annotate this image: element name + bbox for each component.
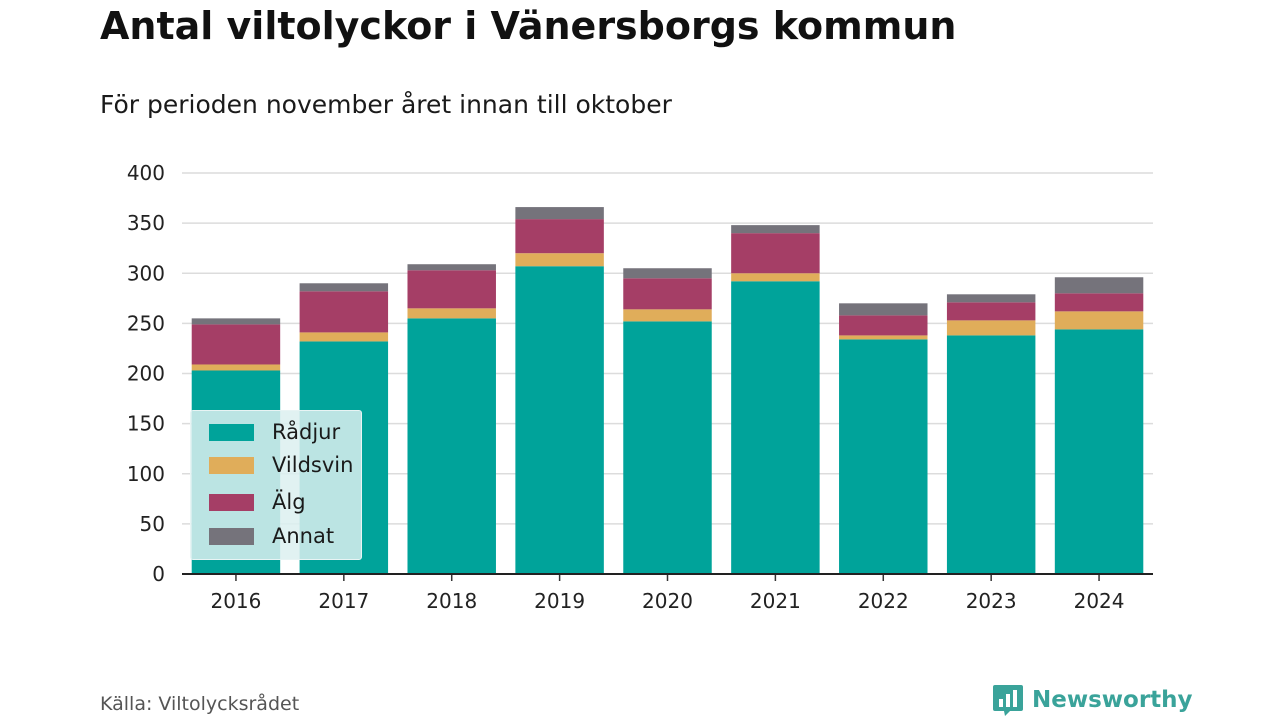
brand-name: Newsworthy: [1032, 687, 1193, 713]
bar-segment: [623, 278, 712, 310]
bar-segment: [299, 291, 389, 333]
bar-segment: [623, 268, 712, 279]
legend-item-alg: Älg: [209, 490, 306, 514]
bar-segment: [299, 332, 389, 342]
x-tick-label: 2017: [318, 589, 369, 613]
y-tick-label: 100: [127, 462, 165, 486]
bar-segment: [731, 225, 820, 234]
legend-label: Annat: [272, 524, 335, 548]
y-tick-label: 250: [127, 311, 165, 335]
bar-segment: [946, 335, 1036, 574]
legend-label: Älg: [272, 490, 306, 514]
legend-item-radjur: Rådjur: [209, 420, 341, 444]
bar-segment: [1054, 277, 1144, 294]
y-tick-label: 300: [127, 261, 165, 285]
bar-segment: [407, 264, 496, 271]
bar-segment: [407, 318, 496, 574]
legend-item-vildsvin: Vildsvin: [209, 453, 354, 477]
x-tick-label: 2019: [534, 589, 585, 613]
brand-logo[interactable]: Newsworthy: [992, 683, 1193, 717]
legend-swatch: [209, 527, 254, 545]
bar-segment: [731, 273, 820, 282]
bar-segment: [839, 303, 928, 316]
y-tick-label: 150: [127, 412, 165, 436]
bar-segment: [515, 207, 604, 220]
chart-subtitle: För perioden november året innan till ok…: [100, 90, 672, 119]
x-tick-label: 2021: [750, 589, 801, 613]
y-tick-label: 400: [127, 161, 165, 185]
bar-segment: [1054, 329, 1144, 574]
bar-segment: [839, 339, 928, 574]
bar-segment: [515, 266, 604, 574]
newsworthy-logo-icon: [993, 685, 1023, 716]
bar-segment: [623, 321, 712, 574]
x-tick-label: 2016: [210, 589, 261, 613]
legend-swatch: [209, 423, 254, 441]
bar-segment: [946, 302, 1036, 321]
bar-segment: [839, 315, 928, 336]
axes: 0 50 100 150 200 250 300 350 400 2016 2017 2018 2019…: [127, 161, 1153, 613]
bar-segment: [299, 283, 389, 292]
bar-segment: [839, 335, 928, 340]
y-tick-label: 50: [140, 512, 165, 536]
bar-segment: [407, 270, 496, 309]
bar-segment: [515, 253, 604, 267]
bar-segment: [407, 308, 496, 319]
chart-title: Antal viltolyckor i Vänersborgs kommun: [100, 4, 957, 48]
bar-segment: [191, 364, 281, 371]
bar-segment: [731, 233, 820, 274]
bar-segment: [1054, 311, 1144, 330]
y-tick-label: 0: [152, 562, 165, 586]
bar-segment: [623, 309, 712, 322]
bar-segment: [731, 281, 820, 574]
legend: Rådjur Vildsvin Älg Annat: [190, 410, 362, 560]
legend-swatch: [209, 456, 254, 474]
legend-label: Rådjur: [272, 420, 341, 444]
x-tick-label: 2018: [426, 589, 477, 613]
legend-item-annat: Annat: [209, 524, 335, 548]
bar-segment: [946, 294, 1036, 303]
bar-segment: [515, 219, 604, 254]
bar-segment: [1054, 293, 1144, 312]
legend-label: Vildsvin: [272, 453, 354, 477]
y-tick-label: 200: [127, 362, 165, 386]
x-tick-label: 2020: [642, 589, 693, 613]
x-tick-label: 2024: [1074, 589, 1125, 613]
bar-segment: [946, 320, 1036, 336]
bar-segment: [191, 324, 281, 365]
legend-swatch: [209, 493, 254, 511]
x-tick-label: 2023: [966, 589, 1017, 613]
bars: [191, 207, 1144, 574]
x-tick-label: 2022: [858, 589, 909, 613]
source-note: Källa: Viltolycksrådet: [100, 693, 300, 715]
y-tick-label: 350: [127, 211, 165, 235]
bar-segment: [191, 318, 281, 325]
